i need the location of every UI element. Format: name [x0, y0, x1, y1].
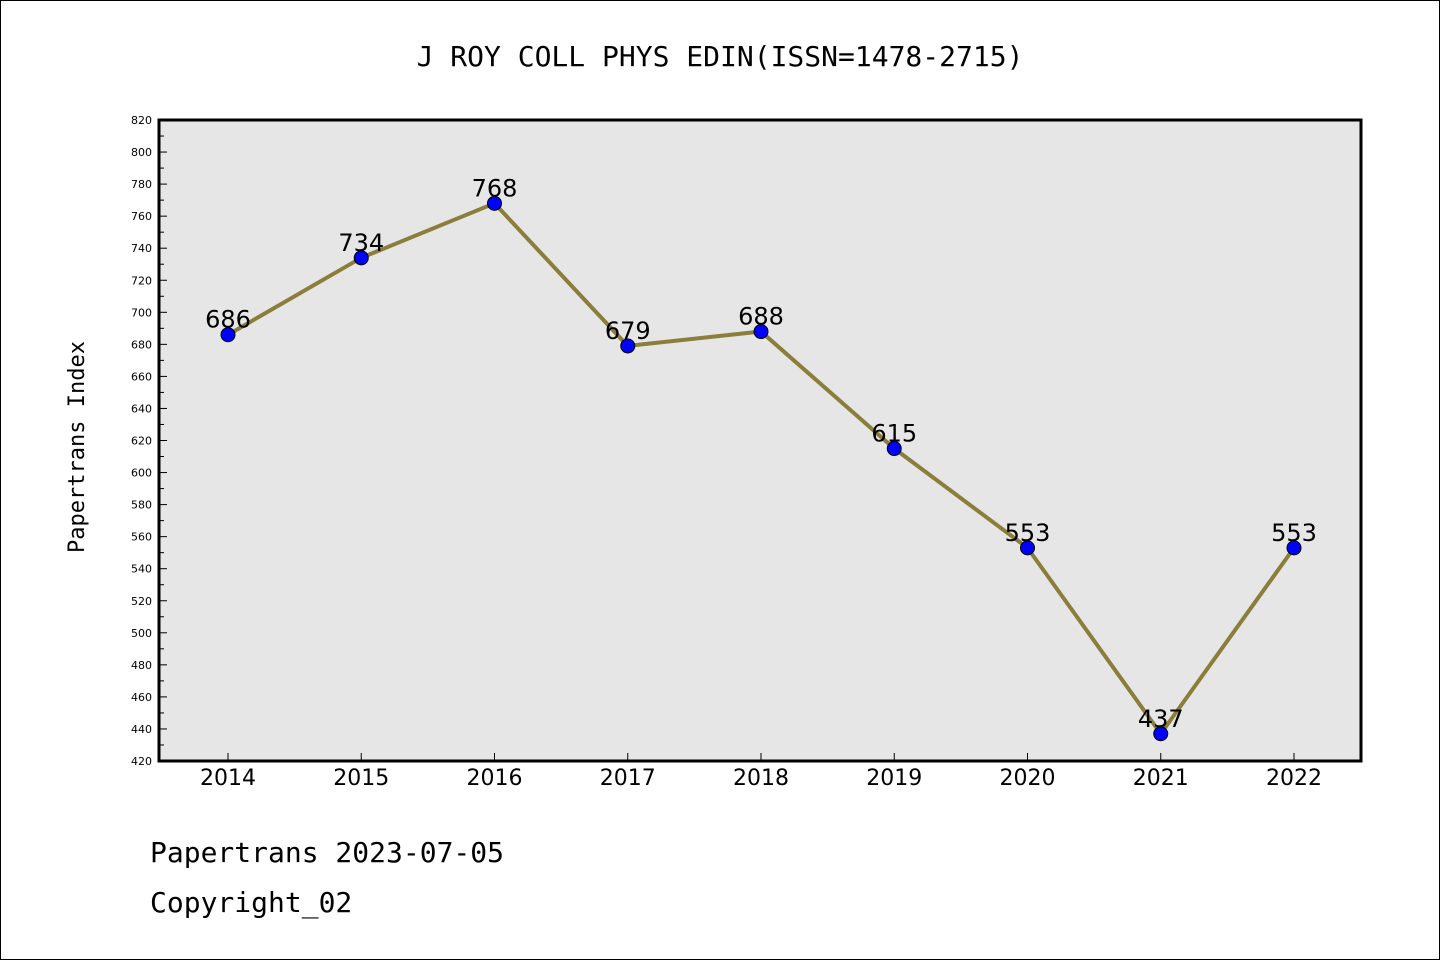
data-label: 553: [1271, 519, 1317, 547]
data-point: [753, 324, 769, 340]
y-tick-label: 440: [131, 723, 152, 736]
x-tick-label: 2016: [467, 766, 523, 791]
y-axis-label: Papertrans Index: [65, 341, 90, 553]
data-label: 437: [1138, 705, 1184, 733]
y-tick-label: 540: [131, 563, 152, 576]
data-point: [487, 195, 502, 211]
data-point: [886, 441, 902, 457]
y-tick-label: 560: [131, 531, 152, 544]
data-point: [353, 250, 369, 266]
x-tick-label: 2021: [1133, 766, 1189, 791]
y-tick-label: 580: [131, 499, 152, 512]
data-label: 615: [871, 420, 917, 448]
y-tick-label: 480: [131, 659, 152, 672]
series-layer: [220, 195, 1302, 742]
x-tick-label: 2018: [733, 766, 789, 791]
data-labels: 686 734 768 679 688 615 553 437 553: [205, 174, 1317, 732]
x-tick-label: 2022: [1266, 766, 1322, 791]
y-tick-label: 800: [131, 146, 152, 159]
y-tick-label: 520: [131, 595, 152, 608]
x-tick-label: 2017: [600, 766, 656, 791]
y-tick-label: 460: [131, 691, 152, 704]
y-tick-label: 720: [131, 274, 152, 287]
y-tick-label: 760: [131, 210, 152, 223]
y-tick-label: 500: [131, 627, 152, 640]
data-label: 553: [1005, 519, 1051, 547]
y-tick-label: 740: [131, 242, 152, 255]
x-axis: 2014 2015 2016 2017 2018 2019 2020 2021 2022: [200, 753, 1322, 791]
x-tick-label: 2014: [200, 766, 256, 791]
y-tick-label: 600: [131, 467, 152, 480]
y-tick-label: 640: [131, 402, 152, 415]
data-point: [1286, 540, 1302, 556]
y-tick-label: 680: [131, 338, 152, 351]
data-point: [620, 338, 636, 354]
data-label: 688: [738, 303, 784, 331]
data-label: 768: [472, 174, 518, 202]
y-tick-label: 620: [131, 435, 152, 448]
data-point: [1020, 540, 1035, 556]
x-tick-label: 2020: [1000, 766, 1056, 791]
y-tick-label: 660: [131, 370, 152, 383]
y-tick-label: 820: [131, 114, 152, 127]
x-tick-label: 2015: [333, 766, 389, 791]
chart-title: J ROY COLL PHYS EDIN(ISSN=1478-2715): [417, 40, 1024, 73]
footer-date-line: Papertrans 2023-07-05: [150, 836, 505, 869]
y-tick-label: 700: [131, 306, 152, 319]
y-tick-label: 780: [131, 178, 152, 191]
plot-area: [157, 118, 1363, 763]
data-label: 679: [605, 317, 651, 345]
y-axis: 420 440 460 480 500 520 540 560 580 600 620 640 660 6…: [131, 114, 167, 768]
y-tick-label: 420: [131, 755, 152, 768]
data-label: 686: [205, 306, 251, 334]
data-label: 734: [338, 229, 384, 257]
data-point: [220, 327, 236, 343]
footer-copyright: Copyright_02: [150, 886, 353, 919]
data-point: [1153, 726, 1169, 742]
x-tick-label: 2019: [866, 766, 922, 791]
